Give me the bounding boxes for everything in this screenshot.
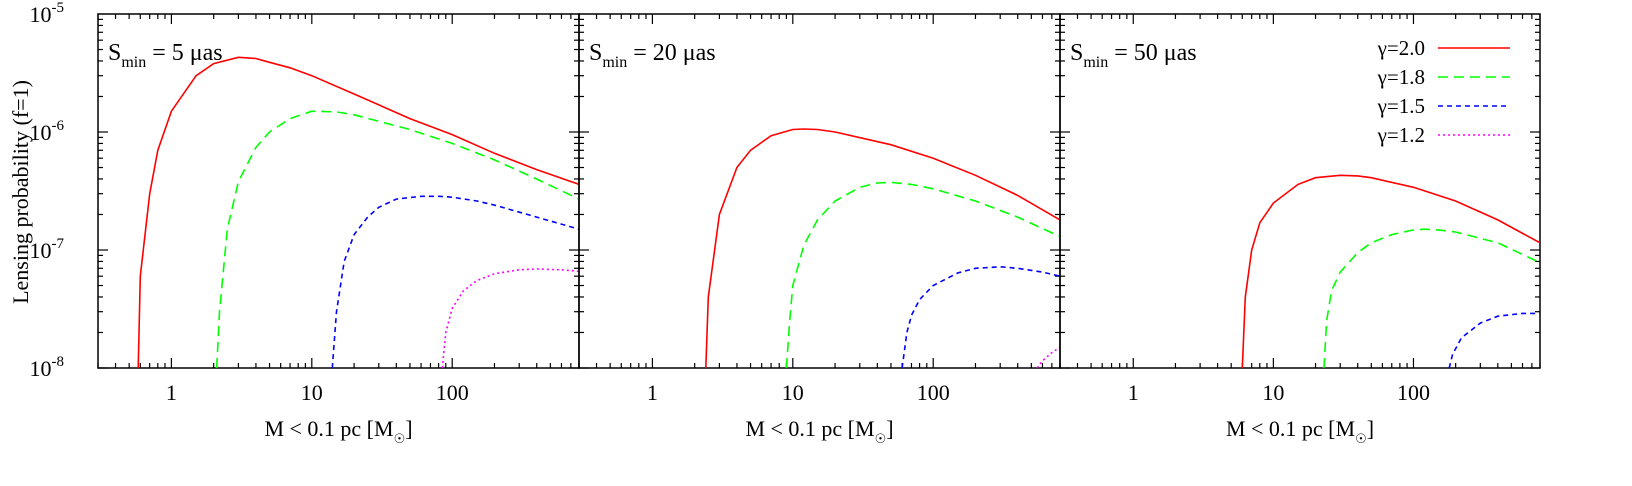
x-axis-label: M < 0.1 pc [M☉] [264,416,412,446]
y-tick-label: 10-5 [30,0,65,27]
series-line-15 [331,195,579,368]
x-axis-label-sun: ☉ [1355,431,1367,446]
panel-label-rest: = 20 μas [627,40,715,66]
x-tick-label: 1 [647,380,658,405]
legend-label: γ=1.5 [1377,94,1425,118]
panel-label-sub: min [121,54,146,71]
y-tick-exponent: -8 [52,354,65,370]
x-ticks [1059,14,1541,368]
y-ticks [1060,18,1540,369]
y-tick-exponent: -6 [52,118,65,134]
x-ticks [97,14,580,368]
panel-label: Smin = 5 μas [108,40,223,71]
panel-label-rest: = 5 μas [146,40,222,66]
panel-label-sub: min [1083,54,1108,71]
series-line-15 [1448,312,1540,368]
x-axis-label-sun: ☉ [394,431,406,446]
series-line-18 [1323,228,1540,368]
series-line-12 [1036,346,1060,368]
panel-1: 1 10 100 10-8 10-7 10-6 10-5 M < 0.1 pc [M☉] Smi… [30,0,580,446]
x-tick-label: 10 [301,380,323,405]
x-tick-label: 100 [917,380,950,405]
panel-label-base: S [1070,40,1083,66]
legend-label: γ=2.0 [1377,36,1425,60]
x-axis-label-main: M < 0.1 pc [M [745,416,874,441]
y-ticks [579,18,1060,369]
y-tick-exponent: -5 [52,0,65,16]
panel-label: Smin = 20 μas [589,40,716,71]
y-axis-title: Lensing probability (f=1) [8,80,33,304]
x-ticks [578,14,1061,368]
series-line-15 [901,265,1060,368]
panel-label-rest: = 50 μas [1108,40,1196,66]
x-axis-label: M < 0.1 pc [M☉] [1226,416,1374,446]
series-group [705,128,1060,368]
series-line-12 [441,268,579,368]
legend-label: γ=1.2 [1377,123,1425,147]
x-axis-label-sun: ☉ [875,431,887,446]
x-axis-label-close: ] [405,416,412,441]
series-line-18 [785,181,1060,368]
x-tick-label: 10 [782,380,804,405]
series-line-20 [137,56,579,368]
series-line-18 [215,110,579,368]
series-group [137,56,579,368]
y-axis-label: Lensing probability (f=1) [8,80,33,304]
panel-label-sub: min [602,54,627,71]
x-tick-label: 100 [436,380,469,405]
y-ticks [98,18,579,369]
x-tick-label: 1 [1128,380,1139,405]
panel-label-base: S [108,40,121,66]
panel-frame [578,13,1061,369]
series-group [1241,174,1540,368]
y-tick-label: 10-6 [30,118,65,145]
x-axis-label-close: ] [886,416,893,441]
x-axis-label: M < 0.1 pc [M☉] [745,416,893,446]
x-axis-label-close: ] [1367,416,1374,441]
y-tick-label: 10-8 [30,354,65,381]
y-tick-label: 10-7 [30,236,65,263]
x-tick-label: 1 [166,380,177,405]
x-tick-label: 10 [1262,380,1284,405]
series-line-20 [705,128,1060,368]
y-tick-exponent: -7 [52,236,65,252]
legend-label: γ=1.8 [1377,65,1425,89]
panel-frame [1059,13,1541,369]
panel-label: Smin = 50 μas [1070,40,1197,71]
x-axis-label-main: M < 0.1 pc [M [1226,416,1355,441]
panel-2: 1 10 100 M < 0.1 pc [M☉] Smin = 20 μas [578,13,1061,446]
panel-3: 1 10 100 M < 0.1 pc [M☉] Smin = 50 μas [1059,13,1541,446]
x-axis-label-main: M < 0.1 pc [M [264,416,393,441]
panel-frame [97,13,580,369]
panel-label-base: S [589,40,602,66]
x-tick-label: 100 [1397,380,1430,405]
legend: γ=2.0 γ=1.8 γ=1.5 γ=1.2 [1377,36,1510,147]
series-line-20 [1241,174,1540,368]
